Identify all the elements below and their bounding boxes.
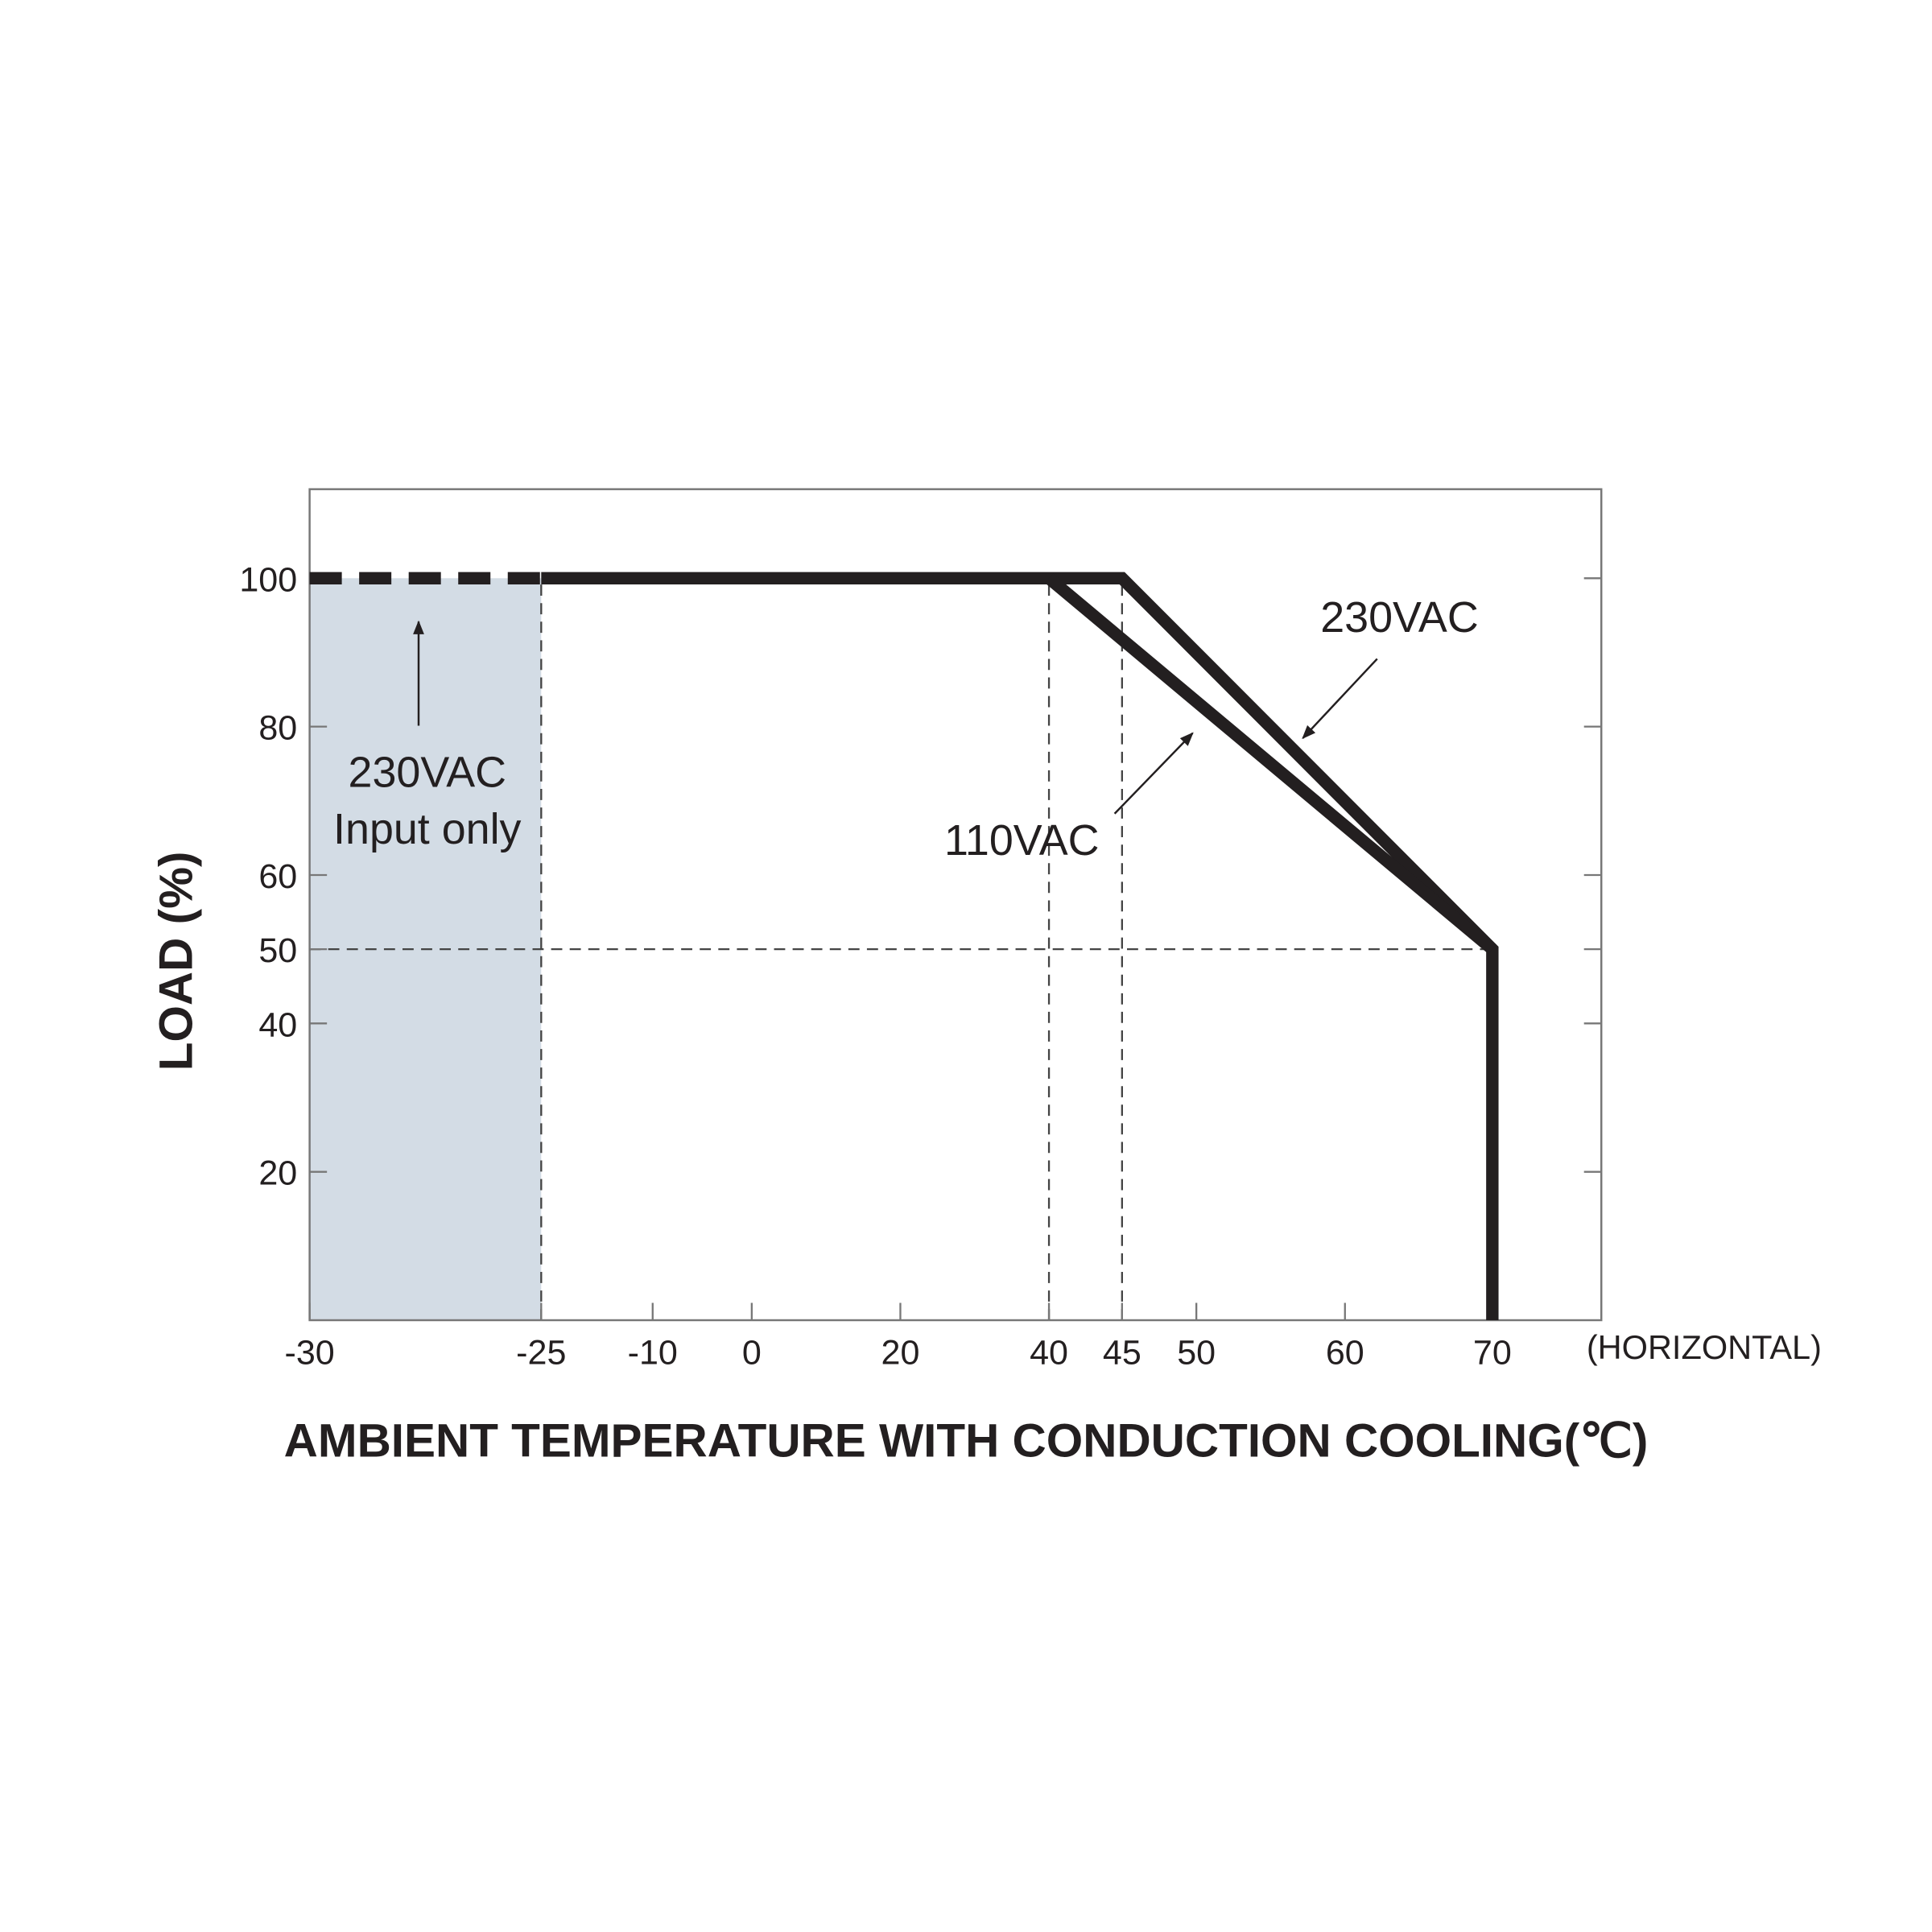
y-tick-label: 60 [258,857,297,896]
annotation-arrow [1113,732,1194,815]
annotation-arrow [1302,658,1378,740]
x-axis-note: (HORIZONTAL) [1587,1328,1822,1366]
x-tick-label: 70 [1473,1333,1512,1372]
x-tick-label: -10 [628,1333,678,1372]
annotation: 110VAC [944,816,1100,865]
annotation: 230VAC [349,748,507,796]
annotation: 230VAC [1320,593,1479,642]
x-tick-label: 20 [881,1333,920,1372]
x-axis-label: AMBIENT TEMPERATURE WITH CONDUCTION COOL… [284,1414,1649,1467]
x-tick-label: -30 [284,1333,334,1372]
x-tick-label: -25 [516,1333,566,1372]
x-tick-label: 40 [1030,1333,1068,1372]
x-tick-label: 0 [742,1333,762,1372]
x-tick-label: 60 [1326,1333,1364,1372]
y-tick-label: 40 [258,1005,297,1044]
y-axis-label: LOAD (%) [151,851,203,1071]
y-tick-label: 50 [258,931,297,970]
y-tick-label: 100 [239,560,297,599]
annotation: Input only [333,805,522,853]
x-tick-label: 45 [1103,1333,1141,1372]
plot-frame [308,488,1603,1322]
plot-area: 20 40 50 60 80 100 -30 -25 -10 0 20 40 45 50 60 70 [239,488,1603,1372]
x-tick-label: 50 [1177,1333,1216,1372]
series-line [541,572,1499,1320]
y-tick-label: 80 [258,709,297,748]
series-line [1045,573,1496,955]
y-tick-label: 20 [258,1154,297,1193]
